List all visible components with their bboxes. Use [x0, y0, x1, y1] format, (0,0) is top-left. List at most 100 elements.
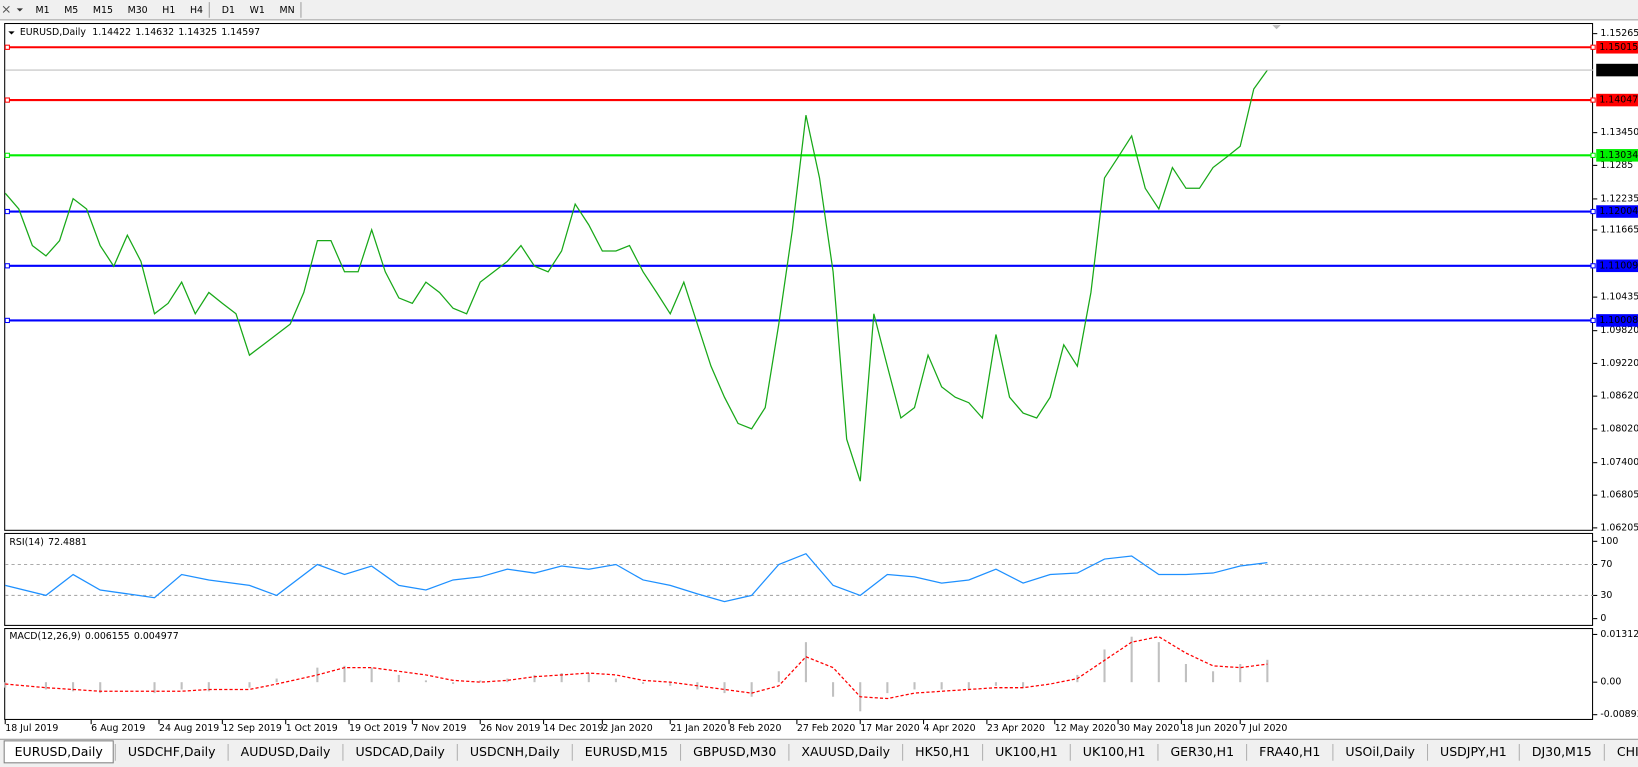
y-tick-label: 1.11665 — [1600, 225, 1638, 236]
level-handle[interactable] — [4, 44, 10, 50]
macd-title: MACD(12,26,9) — [9, 631, 80, 642]
timeframe-button[interactable]: MN — [280, 5, 295, 16]
tab[interactable] — [1072, 742, 1156, 762]
level-handle[interactable] — [4, 97, 10, 103]
y-tick-label: 30 — [1600, 590, 1612, 601]
tab[interactable] — [459, 742, 571, 762]
y-tick-label: 1.12235 — [1600, 193, 1638, 204]
chart-menu-arrow[interactable] — [8, 31, 15, 35]
tab-label[interactable]: AUDUSD,Daily — [241, 744, 331, 759]
level-handle[interactable] — [4, 208, 10, 215]
tab-label[interactable]: EURUSD,Daily — [15, 744, 104, 759]
timeframe-button[interactable]: M1 — [36, 5, 50, 16]
x-tick-label: 19 Oct 2019 — [349, 723, 407, 734]
shift-marker — [1272, 25, 1281, 30]
x-tick-label: 27 Feb 2020 — [797, 723, 855, 734]
level-handle[interactable] — [1590, 317, 1596, 324]
x-tick-label: 1 Oct 2019 — [286, 723, 338, 734]
timeframe-button[interactable]: M30 — [128, 5, 148, 16]
y-tick-label: 1.1285 — [1600, 160, 1633, 171]
timeframe-button[interactable]: D1 — [222, 5, 235, 16]
level-handle[interactable] — [1590, 44, 1596, 50]
tab[interactable] — [984, 742, 1069, 762]
level-handle[interactable] — [4, 317, 10, 324]
timeframe-button[interactable]: H4 — [190, 5, 203, 16]
y-tick-label: 1.09820 — [1600, 325, 1638, 336]
y-tick-label: 70 — [1600, 559, 1612, 570]
tab-label[interactable]: GER30,H1 — [1170, 744, 1234, 759]
x-tick-label: 30 May 2020 — [1118, 723, 1179, 734]
tab-label[interactable]: EURUSD,M15 — [585, 744, 668, 759]
tab[interactable] — [574, 742, 679, 762]
level-handle[interactable] — [1590, 152, 1596, 158]
tab[interactable] — [1429, 742, 1518, 762]
timeframe-button[interactable]: M5 — [64, 5, 78, 16]
tab[interactable] — [1248, 742, 1331, 762]
tab-label[interactable]: USDCNH,Daily — [470, 744, 560, 759]
chart-title: EURUSD,Daily — [20, 27, 87, 38]
x-tick-label: 26 Nov 2019 — [480, 723, 540, 734]
timeframe-button[interactable]: W1 — [250, 5, 265, 16]
y-tick-label: 1.09220 — [1600, 358, 1638, 369]
x-tick-label: 18 Jul 2019 — [5, 723, 58, 734]
tab-label[interactable]: USDCAD,Daily — [355, 744, 445, 759]
toolbar — [0, 0, 1638, 20]
level-handle[interactable] — [4, 152, 10, 158]
tab-label[interactable]: USDCHF,Daily — [128, 744, 216, 759]
tab-label[interactable]: FRA40,H1 — [1259, 744, 1320, 759]
tab[interactable] — [682, 742, 787, 762]
level-handle[interactable] — [1590, 97, 1596, 103]
tab-label[interactable]: GBPUSD,M30 — [693, 744, 776, 759]
tab[interactable] — [1606, 742, 1638, 762]
tab-label[interactable]: CHINA300,H4 — [1617, 744, 1638, 759]
level-price-label: 1.14047 — [1599, 95, 1638, 106]
y-tick-label: 0.013121 — [1600, 629, 1638, 640]
tab-label[interactable]: UK100,H1 — [995, 744, 1058, 759]
toolbar-icon[interactable] — [2, 5, 10, 13]
active-tab[interactable] — [3, 740, 114, 764]
level-price-label: 1.12004 — [1599, 206, 1638, 217]
y-tick-label: 1.07400 — [1600, 457, 1638, 468]
tab[interactable] — [790, 742, 901, 762]
level-handle[interactable] — [4, 263, 10, 269]
x-tick-label: 23 Apr 2020 — [987, 723, 1045, 734]
x-tick-label: 12 May 2020 — [1055, 723, 1116, 734]
x-tick-label: 14 Dec 2019 — [544, 723, 604, 734]
tab[interactable] — [1160, 742, 1245, 762]
tab[interactable] — [230, 742, 341, 762]
macd-signal-line — [5, 636, 1268, 700]
tab[interactable] — [904, 742, 981, 762]
y-tick-label: 0.00 — [1600, 677, 1621, 688]
tab-label[interactable]: DJ30,M15 — [1532, 744, 1592, 759]
tab-label[interactable]: HK50,H1 — [915, 744, 970, 759]
y-tick-label: 1.13450 — [1600, 127, 1638, 138]
ohlc-value: 1.14422 — [92, 27, 131, 38]
x-tick-label: 7 Jul 2020 — [1240, 723, 1287, 734]
x-tick-label: 7 Nov 2019 — [412, 723, 466, 734]
macd-value: 0.006155 — [85, 631, 130, 642]
y-tick-label: 1.10435 — [1600, 292, 1638, 303]
y-tick-label: 1.06805 — [1600, 490, 1638, 501]
tab-label[interactable]: XAUUSD,Daily — [801, 744, 890, 759]
level-price-box — [1596, 93, 1638, 107]
tab-label[interactable]: USOil,Daily — [1345, 744, 1415, 759]
tab-label[interactable]: USDJPY,H1 — [1440, 744, 1507, 759]
x-tick-label: 8 Feb 2020 — [729, 723, 781, 734]
timeframe-button[interactable]: M15 — [93, 5, 113, 16]
x-tick-label: 2 Jan 2020 — [602, 723, 652, 734]
tab[interactable] — [117, 742, 227, 762]
tab[interactable] — [1521, 742, 1603, 762]
level-price-box — [1596, 314, 1638, 327]
tab-label[interactable]: UK100,H1 — [1083, 744, 1146, 759]
level-handle[interactable] — [1590, 263, 1596, 269]
y-tick-label: 1.06205 — [1600, 522, 1638, 533]
main-panel — [4, 22, 1594, 531]
y-tick-label: 1.15265 — [1600, 28, 1638, 39]
toolbar-dropdown[interactable] — [16, 8, 23, 12]
tab[interactable] — [345, 742, 456, 762]
timeframe-button[interactable]: H1 — [162, 5, 175, 16]
level-handle[interactable] — [1590, 208, 1596, 215]
level-price-box — [1596, 149, 1638, 162]
tab[interactable] — [1334, 742, 1426, 762]
